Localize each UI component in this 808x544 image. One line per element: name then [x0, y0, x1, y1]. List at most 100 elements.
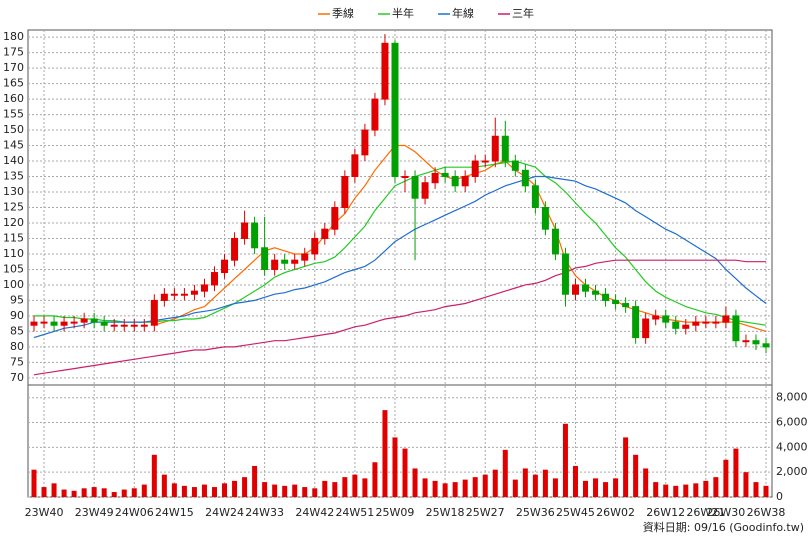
volume-bar: [131, 488, 137, 497]
candle-body: [261, 247, 269, 270]
volume-bar: [382, 410, 388, 497]
volume-bar: [222, 483, 228, 497]
volume-bar: [61, 489, 67, 497]
candle-body: [722, 315, 730, 323]
ma-line: [33, 259, 766, 376]
volume-bar: [593, 478, 599, 497]
volume-bar: [191, 487, 197, 497]
x-tick-label: 23W40: [25, 506, 64, 519]
candle-body: [401, 176, 409, 179]
candle-body: [170, 293, 178, 296]
candle-body: [200, 284, 208, 292]
candle-body: [561, 253, 569, 295]
y-tick-label: 100: [3, 278, 24, 291]
candle-body: [431, 172, 439, 184]
candle-body: [120, 324, 128, 327]
y2-tick-label: 6,000: [776, 416, 808, 429]
volume-bar: [512, 479, 518, 497]
y-tick-label: 160: [3, 92, 24, 105]
volume-bar: [272, 484, 278, 497]
y2-tick-label: 2,000: [776, 465, 808, 478]
volume-bar: [432, 480, 438, 497]
candle-body: [712, 321, 720, 324]
y-tick-label: 80: [10, 340, 24, 353]
volume-bar: [422, 478, 428, 497]
legend-label: 季線: [332, 6, 354, 20]
y-tick-label: 70: [10, 371, 24, 384]
candle-body: [441, 172, 449, 178]
candle-body: [241, 222, 249, 239]
legend: 季線 半年 年線 三年: [318, 6, 534, 20]
volume-bar: [121, 489, 127, 497]
volume-bar: [161, 474, 167, 497]
candle-body: [251, 222, 259, 249]
volume-bar: [81, 488, 87, 497]
candle-body: [602, 293, 610, 301]
volume-bar: [41, 487, 47, 497]
candle-body: [571, 284, 579, 295]
legend-label: 半年: [392, 6, 414, 20]
y-tick-label: 165: [3, 77, 24, 90]
candle-body: [210, 272, 218, 286]
volume-bar: [111, 492, 117, 497]
volume-bar: [302, 487, 308, 497]
candle-body: [371, 98, 379, 131]
candle-body: [301, 253, 309, 261]
y-tick-label: 140: [3, 154, 24, 167]
y-tick-label: 135: [3, 170, 24, 183]
candle-body: [501, 135, 509, 162]
y-tick-label: 145: [3, 139, 24, 152]
candle-body: [652, 315, 660, 320]
candle-body: [411, 176, 419, 199]
volume-bar: [733, 448, 739, 497]
candle-body: [481, 160, 489, 163]
volume-bar: [623, 437, 629, 497]
volume-bar: [71, 490, 77, 497]
y-tick-label: 130: [3, 185, 24, 198]
volume-bar: [532, 474, 538, 497]
candle-body: [421, 182, 429, 199]
candle-body: [221, 259, 229, 274]
x-tick-label: 25W36: [516, 506, 555, 519]
x-tick-label: 26W21: [686, 506, 725, 519]
candle-body: [281, 259, 289, 264]
volume-bar: [542, 469, 548, 497]
y-tick-label: 125: [3, 201, 24, 214]
candle-body: [351, 154, 359, 178]
volume-bar: [552, 478, 558, 497]
y-tick-label: 180: [3, 30, 24, 43]
candle-body: [592, 290, 600, 295]
candle-body: [180, 293, 188, 296]
volume-bar: [713, 477, 719, 497]
candle-body: [40, 321, 48, 324]
volume-bar: [633, 454, 639, 497]
volume-bar: [322, 480, 328, 497]
x-tick-label: 24W42: [295, 506, 334, 519]
y-tick-label: 110: [3, 247, 24, 260]
candle-body: [541, 207, 549, 230]
volume-bar: [211, 487, 217, 497]
legend-label: 年線: [452, 6, 474, 20]
volume-bar: [693, 483, 699, 497]
volume-bar: [572, 465, 578, 497]
candle-body: [471, 160, 479, 178]
volume-bar: [743, 472, 749, 497]
volume-bar: [252, 465, 258, 497]
volume-bar: [242, 477, 248, 497]
volume-bar: [201, 484, 207, 497]
legend-label: 三年: [512, 6, 534, 20]
candle-body: [381, 42, 389, 100]
candle-body: [130, 324, 138, 327]
x-tick-label: 25W45: [556, 506, 595, 519]
candle-body: [702, 321, 710, 324]
candle-body: [341, 176, 349, 209]
x-tick-label: 25W18: [426, 506, 465, 519]
volume-bar: [232, 480, 238, 497]
volume-bar: [703, 480, 709, 497]
x-tick-label: 24W33: [245, 506, 284, 519]
y-tick-label: 115: [3, 231, 24, 244]
y-tick-label: 90: [10, 309, 24, 322]
candle-body: [612, 299, 620, 305]
